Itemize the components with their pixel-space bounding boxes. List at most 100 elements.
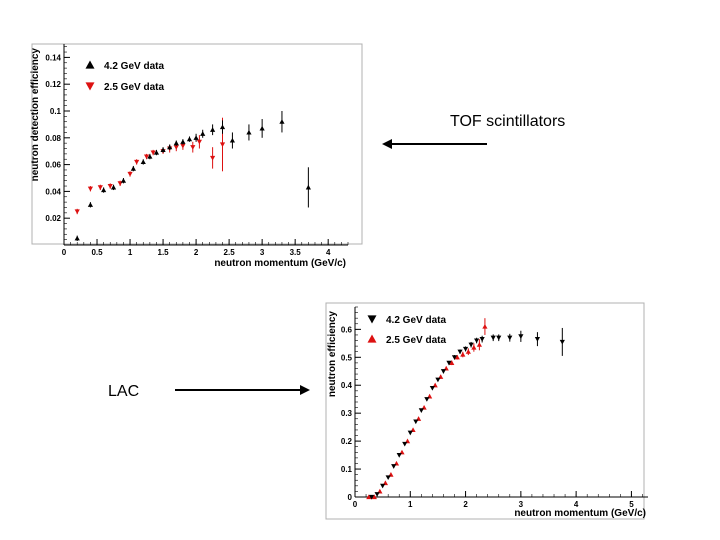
data-point bbox=[87, 202, 94, 207]
data-point bbox=[153, 149, 160, 155]
legend-label: 2.5 GeV data bbox=[104, 82, 164, 93]
legend-marker bbox=[367, 315, 377, 324]
data-point bbox=[460, 351, 466, 357]
y-tick-label: 0.14 bbox=[45, 53, 61, 62]
x-tick-label: 2 bbox=[463, 500, 468, 509]
data-point bbox=[107, 183, 113, 189]
y-tick-label: 0.08 bbox=[45, 134, 61, 143]
legend-marker bbox=[85, 60, 95, 69]
data-point bbox=[559, 339, 565, 345]
data-point bbox=[200, 131, 206, 136]
legend-marker bbox=[85, 82, 95, 91]
data-point bbox=[134, 159, 140, 165]
data-point bbox=[127, 171, 133, 177]
data-point bbox=[210, 127, 216, 132]
data-point bbox=[180, 143, 186, 149]
data-point bbox=[193, 135, 199, 140]
legend-label: 4.2 GeV data bbox=[386, 315, 446, 326]
x-tick-label: 2.5 bbox=[224, 248, 236, 257]
legend-label: 2.5 GeV data bbox=[386, 335, 446, 346]
data-point bbox=[160, 147, 166, 152]
data-point bbox=[150, 150, 156, 156]
y-tick-label: 0.06 bbox=[45, 161, 61, 170]
data-point bbox=[507, 335, 513, 341]
data-point bbox=[143, 154, 150, 160]
data-point bbox=[190, 145, 196, 150]
data-point bbox=[396, 453, 402, 458]
x-tick-label: 0 bbox=[353, 500, 358, 509]
data-point bbox=[219, 124, 226, 130]
data-point bbox=[449, 360, 455, 365]
x-tick-label: 1 bbox=[408, 500, 413, 509]
data-point bbox=[229, 137, 236, 143]
x-tick-label: 4 bbox=[574, 500, 579, 509]
data-point bbox=[87, 186, 94, 192]
data-point bbox=[496, 335, 502, 341]
x-tick-label: 5 bbox=[629, 500, 634, 509]
x-tick-label: 1 bbox=[128, 248, 133, 257]
y-tick-label: 0.2 bbox=[341, 437, 353, 446]
data-point bbox=[196, 139, 202, 145]
data-point bbox=[101, 187, 107, 193]
data-point bbox=[219, 142, 226, 148]
data-point bbox=[391, 464, 397, 469]
data-point bbox=[368, 494, 375, 500]
y-tick-label: 0.5 bbox=[341, 353, 353, 362]
lac-efficiency-chart: 0 1 2 3 4 5 0 0.1 0.2 0.3 0.4 0.5 0.6 neutron momentu… bbox=[325, 302, 648, 520]
data-point bbox=[210, 155, 216, 161]
data-point bbox=[446, 360, 452, 366]
x-axis-label: neutron momentum (GeV/c) bbox=[214, 258, 346, 269]
data-point bbox=[424, 397, 430, 402]
data-point bbox=[140, 159, 146, 164]
data-point bbox=[429, 385, 435, 391]
legend-marker bbox=[367, 334, 377, 343]
chart-frame bbox=[325, 302, 645, 520]
data-point bbox=[374, 492, 380, 497]
data-point bbox=[279, 119, 285, 124]
tof-scintillators-label: TOF scintillators bbox=[450, 113, 566, 130]
data-point bbox=[482, 323, 488, 329]
data-point bbox=[479, 337, 485, 342]
data-point bbox=[371, 494, 377, 500]
legend-label: 4.2 GeV data bbox=[104, 61, 164, 72]
y-tick-label: 0 bbox=[348, 493, 353, 502]
lac-label: LAC bbox=[108, 383, 140, 400]
x-tick-label: 2 bbox=[194, 248, 199, 257]
y-tick-label: 0.4 bbox=[341, 381, 353, 390]
data-point bbox=[380, 483, 386, 489]
data-point bbox=[180, 139, 186, 144]
data-point bbox=[476, 342, 482, 347]
data-point bbox=[110, 184, 117, 190]
x-tick-label: 1.5 bbox=[158, 248, 170, 257]
data-point bbox=[454, 354, 460, 360]
y-tick-label: 0.1 bbox=[50, 107, 62, 116]
data-point bbox=[490, 335, 496, 341]
data-point bbox=[246, 129, 252, 135]
data-point bbox=[435, 377, 441, 383]
arrow-to-lac-plot bbox=[175, 385, 310, 395]
data-point bbox=[474, 338, 480, 344]
data-point bbox=[402, 441, 408, 447]
data-point bbox=[366, 494, 372, 500]
tof-efficiency-chart: 0 0.5 1 1.5 2 2.5 3 3.5 4 0.02 0.04 0.06 0.08 0.1 0.12… bbox=[30, 43, 363, 269]
data-point bbox=[147, 153, 153, 159]
data-point bbox=[74, 235, 80, 241]
data-point bbox=[259, 125, 265, 131]
y-tick-label: 0.3 bbox=[341, 409, 353, 418]
x-tick-label: 0 bbox=[62, 248, 67, 257]
data-point bbox=[120, 178, 127, 183]
data-point bbox=[173, 140, 179, 146]
data-point bbox=[534, 337, 541, 342]
y-tick-label: 0.02 bbox=[45, 214, 61, 223]
data-point bbox=[465, 349, 471, 354]
data-point bbox=[451, 355, 458, 360]
data-point bbox=[440, 369, 447, 374]
data-point bbox=[385, 475, 391, 481]
data-point bbox=[462, 346, 469, 352]
y-tick-label: 0.6 bbox=[341, 325, 353, 334]
x-tick-label: 3 bbox=[519, 500, 524, 509]
y-tick-label: 0.12 bbox=[45, 80, 61, 89]
data-point bbox=[471, 344, 477, 350]
x-tick-label: 3.5 bbox=[290, 248, 302, 257]
